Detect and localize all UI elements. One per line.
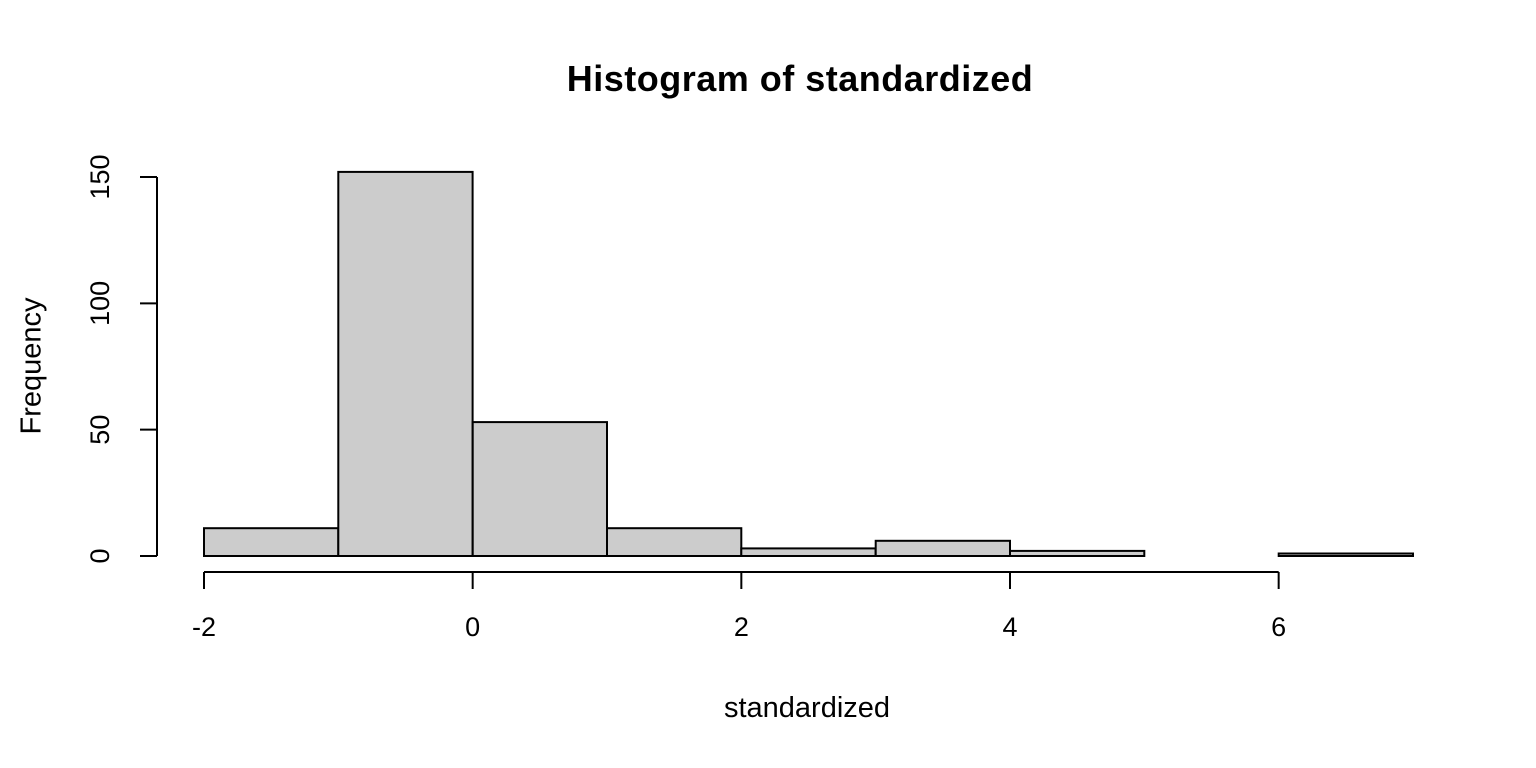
x-tick-label: 4 xyxy=(1002,612,1017,642)
histogram-bar xyxy=(874,539,1012,557)
x-tick-label: -2 xyxy=(192,612,216,642)
y-tick-label: 100 xyxy=(85,281,115,326)
histogram-bar xyxy=(740,547,877,558)
histogram-bar xyxy=(606,527,743,558)
chart-title: Histogram of standardized xyxy=(566,58,1034,99)
histogram-bar xyxy=(471,421,609,557)
x-axis-label: standardized xyxy=(723,692,891,724)
x-tick-label: 0 xyxy=(465,612,480,642)
y-tick-label: 50 xyxy=(85,415,115,445)
histogram-bar xyxy=(203,527,340,558)
histogram-bar xyxy=(1009,549,1146,558)
y-tick-label: 0 xyxy=(85,548,115,563)
y-tick-label: 150 xyxy=(85,154,115,199)
histogram-bar xyxy=(1277,552,1414,557)
x-tick-label: 6 xyxy=(1271,612,1286,642)
histogram-bar xyxy=(337,170,474,557)
x-tick-label: 2 xyxy=(734,612,749,642)
